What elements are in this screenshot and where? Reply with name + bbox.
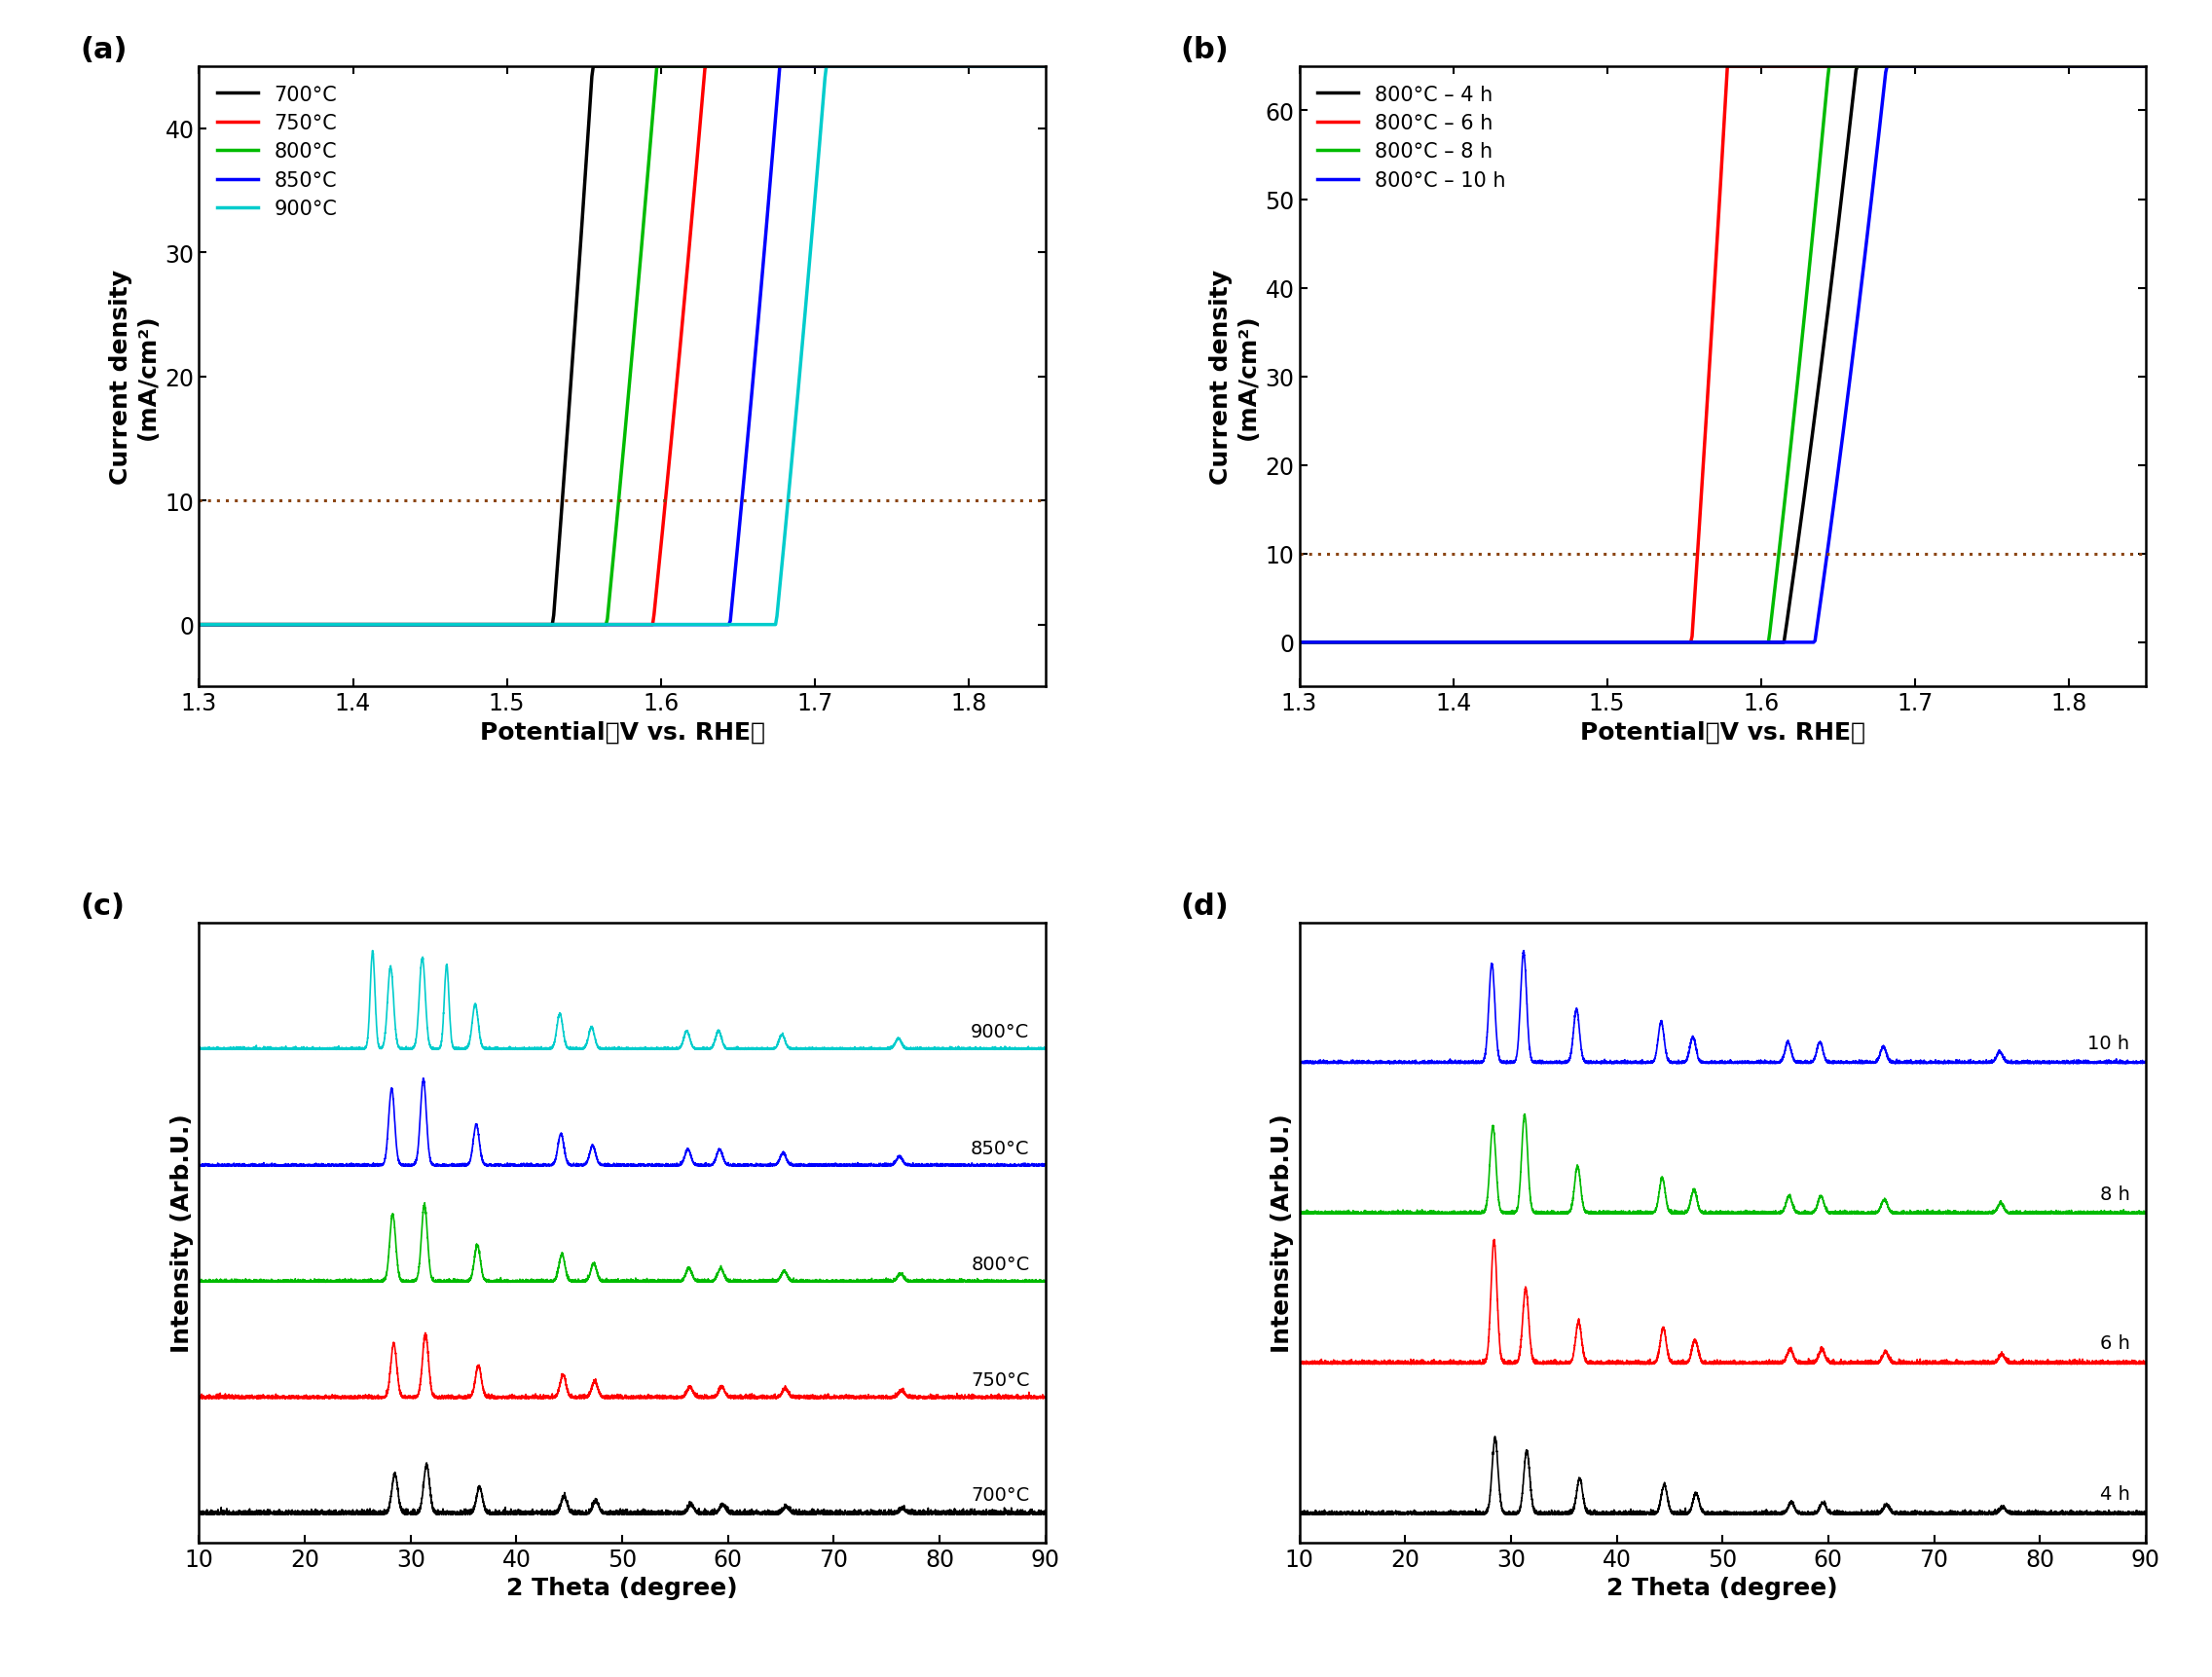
Text: (c): (c) [80,892,126,921]
Legend: 700°C, 750°C, 800°C, 850°C, 900°C: 700°C, 750°C, 800°C, 850°C, 900°C [210,77,345,226]
Text: (b): (b) [1181,37,1230,64]
Y-axis label: Intensity (Arb.U.): Intensity (Arb.U.) [170,1114,195,1352]
X-axis label: 2 Theta (degree): 2 Theta (degree) [1606,1576,1838,1600]
Text: 750°C: 750°C [971,1370,1029,1389]
Text: 4 h: 4 h [2099,1484,2130,1503]
Y-axis label: Current density
(mA/cm²): Current density (mA/cm²) [1210,270,1259,485]
Text: (a): (a) [80,37,128,64]
Text: 800°C: 800°C [971,1254,1029,1273]
Text: 10 h: 10 h [2088,1035,2130,1053]
X-axis label: 2 Theta (degree): 2 Theta (degree) [507,1576,739,1600]
Text: 900°C: 900°C [971,1023,1029,1041]
Text: 700°C: 700°C [971,1486,1029,1504]
Text: 6 h: 6 h [2099,1333,2130,1352]
X-axis label: Potential（V vs. RHE）: Potential（V vs. RHE） [480,721,765,745]
Text: (d): (d) [1181,892,1230,921]
Y-axis label: Current density
(mA/cm²): Current density (mA/cm²) [108,270,159,485]
X-axis label: Potential（V vs. RHE）: Potential（V vs. RHE） [1579,721,1865,745]
Y-axis label: Intensity (Arb.U.): Intensity (Arb.U.) [1270,1114,1294,1352]
Legend: 800°C – 4 h, 800°C – 6 h, 800°C – 8 h, 800°C – 10 h: 800°C – 4 h, 800°C – 6 h, 800°C – 8 h, 8… [1310,77,1513,198]
Text: 8 h: 8 h [2099,1184,2130,1202]
Text: 850°C: 850°C [971,1139,1029,1157]
